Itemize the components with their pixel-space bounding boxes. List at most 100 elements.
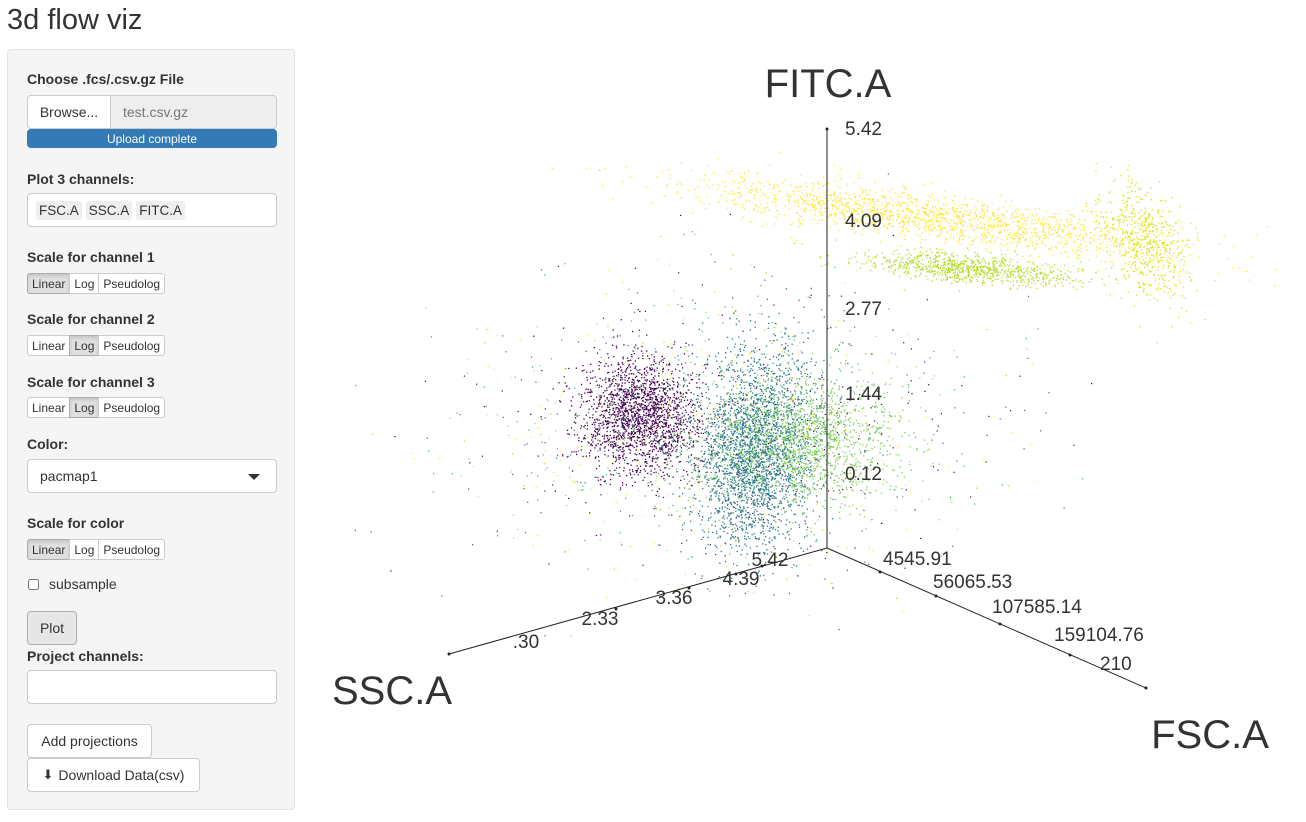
scatter-point <box>741 440 743 442</box>
scatter-point <box>688 417 690 419</box>
add-projections-button[interactable]: Add projections <box>27 724 152 758</box>
scatter-point <box>741 516 743 519</box>
scatter-point <box>761 461 763 464</box>
scatter-point <box>686 483 688 485</box>
project-channels-input[interactable] <box>27 670 277 704</box>
scatter-point <box>652 414 654 416</box>
scatter-point <box>755 417 757 419</box>
scale-option-log[interactable]: Log <box>69 335 100 356</box>
scatter-point <box>683 415 685 417</box>
scale-option-linear[interactable]: Linear <box>27 539 71 560</box>
scatter-point <box>667 475 669 477</box>
scatter-point <box>756 393 758 395</box>
scatter-point <box>617 424 619 427</box>
scatter-point <box>752 420 754 423</box>
scatter-point <box>779 364 781 367</box>
scatter-point <box>773 519 775 521</box>
scatter-point <box>744 384 746 387</box>
scatter-point <box>678 461 680 463</box>
scatter-point <box>751 517 753 519</box>
scale-option-pseudolog[interactable]: Pseudolog <box>98 397 166 418</box>
scale-option-linear[interactable]: Linear <box>27 335 71 356</box>
scatter-point <box>742 422 745 424</box>
scatter-point <box>784 537 787 539</box>
scatter-point <box>609 385 611 387</box>
scatter-point <box>638 422 640 424</box>
scatter-point <box>637 357 640 359</box>
scatter-point <box>604 434 606 436</box>
scatter-point <box>726 336 729 338</box>
scatter-point <box>689 461 691 463</box>
scatter-point <box>634 360 636 362</box>
scatter-point <box>763 552 765 554</box>
scatter-point <box>722 501 724 503</box>
scatter-point <box>838 414 841 416</box>
scatter-point <box>623 450 625 452</box>
scatter-point <box>740 370 742 372</box>
scatter-point <box>771 379 773 381</box>
scatter-point <box>802 426 804 428</box>
scatter-point <box>741 486 743 488</box>
scale-option-log[interactable]: Log <box>69 397 100 418</box>
scale-option-pseudolog[interactable]: Pseudolog <box>98 335 166 356</box>
scatter-point <box>753 479 756 482</box>
scatter-point <box>745 424 748 426</box>
scatter-point <box>554 490 556 492</box>
scatter-point <box>651 393 653 395</box>
scatter-point <box>814 488 816 490</box>
scatter-point <box>856 465 858 468</box>
scatter-point <box>730 441 732 444</box>
scatter-point <box>752 409 754 412</box>
scatter-point <box>640 454 642 456</box>
scatter-point <box>630 428 633 430</box>
scatter-point <box>611 382 613 385</box>
scatter-point <box>765 434 768 436</box>
scatter-point <box>738 375 740 377</box>
scatter-point <box>838 443 840 445</box>
scatter-point <box>790 409 792 411</box>
channels-select[interactable]: FSC.A SSC.A FITC.A <box>27 193 277 227</box>
scatter-point <box>607 400 610 402</box>
scatter-point <box>609 380 611 382</box>
scale-option-linear[interactable]: Linear <box>27 273 71 294</box>
scale-option-linear[interactable]: Linear <box>27 397 71 418</box>
scatter-point <box>733 346 736 348</box>
scatter-point <box>754 525 756 527</box>
scatter-point <box>648 415 650 417</box>
scale-option-pseudolog[interactable]: Pseudolog <box>98 273 166 294</box>
scatter-point <box>689 415 691 418</box>
scatter-point <box>708 517 710 519</box>
scatter-point <box>691 353 693 355</box>
channel-chip[interactable]: FSC.A <box>36 200 82 220</box>
scatter-point <box>708 442 710 444</box>
scatter-point <box>740 511 742 513</box>
plot-button[interactable]: Plot <box>27 611 77 645</box>
scatter-point <box>752 492 754 494</box>
scale-option-log[interactable]: Log <box>69 539 100 560</box>
download-data-button[interactable]: ⬇ Download Data(csv) <box>27 758 200 792</box>
scatter-point <box>671 401 673 403</box>
scatter-point <box>711 478 713 480</box>
scatter-point <box>766 453 769 455</box>
scatter-point <box>751 534 753 536</box>
scatter-point <box>623 414 625 416</box>
channel-chip[interactable]: FITC.A <box>136 200 186 220</box>
scatter-point <box>588 442 590 444</box>
scatter-point <box>733 477 735 479</box>
scatter-point <box>731 485 733 488</box>
scatter-point <box>760 425 763 427</box>
scatter-point <box>748 382 750 384</box>
subsample-checkbox[interactable] <box>28 578 39 590</box>
scatter-point <box>787 415 789 417</box>
scatter-point <box>710 446 712 449</box>
scatter-point <box>764 395 766 398</box>
scale-option-log[interactable]: Log <box>69 273 100 294</box>
scatter-3d-plot[interactable]: 0.121.442.774.095.425.424.393.362.33.304… <box>300 0 1306 822</box>
scatter-point <box>767 412 769 414</box>
scale-option-pseudolog[interactable]: Pseudolog <box>98 539 166 560</box>
scatter-point <box>747 436 749 438</box>
scatter-point <box>709 463 712 465</box>
browse-button[interactable]: Browse... <box>27 95 111 129</box>
channel-chip[interactable]: SSC.A <box>85 200 133 220</box>
color-select[interactable]: pacmap1 <box>27 459 277 493</box>
